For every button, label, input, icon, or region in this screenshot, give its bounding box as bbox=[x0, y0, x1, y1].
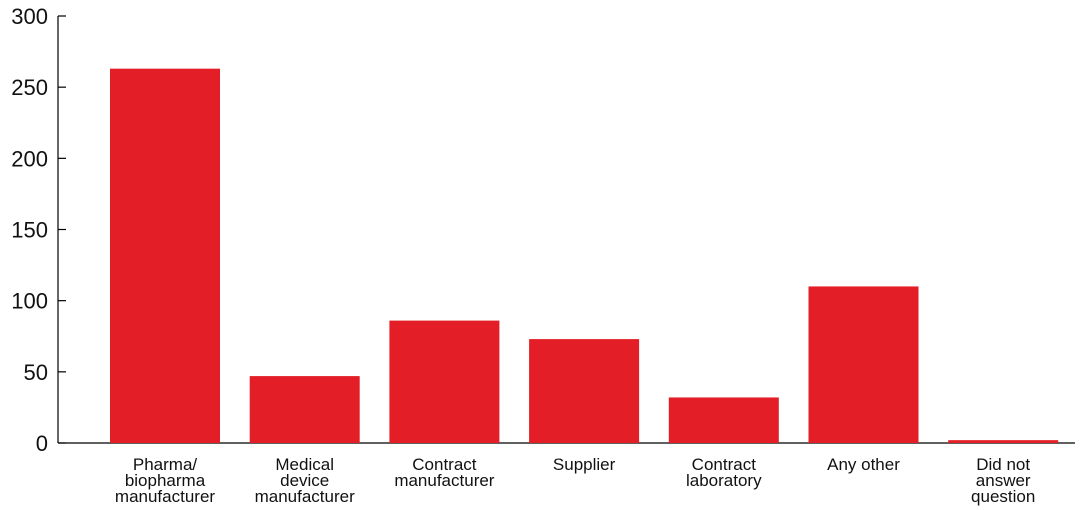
bar bbox=[389, 320, 500, 443]
x-tick-label-line: Medical bbox=[275, 455, 334, 474]
y-tick-label: 300 bbox=[11, 4, 48, 29]
y-axis: 0 50 100 150 200 250 300 bbox=[11, 4, 66, 456]
x-tick-label: Medical device manufacturer bbox=[255, 455, 355, 506]
x-tick-label: Contract manufacturer bbox=[394, 455, 494, 490]
bar bbox=[249, 376, 360, 443]
x-tick-label-line: manufacturer bbox=[394, 471, 494, 490]
bar bbox=[529, 339, 640, 443]
bar bbox=[110, 68, 220, 443]
x-tick-label-line: Any other bbox=[827, 455, 900, 474]
y-tick-label: 200 bbox=[11, 146, 48, 171]
x-tick-label-line: Pharma/ bbox=[133, 455, 198, 474]
x-tick-label-line: biopharma bbox=[125, 471, 206, 490]
x-tick-label-line: manufacturer bbox=[115, 487, 215, 506]
bars-group bbox=[110, 68, 1059, 443]
x-tick-label-line: Contract bbox=[412, 455, 477, 474]
x-tick-label-line: answer bbox=[976, 471, 1031, 490]
x-tick-label: Pharma/biopharma manufacturer bbox=[115, 455, 215, 506]
x-tick-label-line: laboratory bbox=[686, 471, 762, 490]
bar bbox=[808, 286, 919, 443]
y-tick-label: 50 bbox=[24, 360, 48, 385]
y-tick-label: 100 bbox=[11, 289, 48, 314]
x-tick-label-line: Did not bbox=[976, 455, 1030, 474]
x-tick-label-line: Contract bbox=[692, 455, 757, 474]
y-tick-label: 250 bbox=[11, 75, 48, 100]
x-tick-label-line: device bbox=[280, 471, 329, 490]
bar bbox=[668, 397, 779, 443]
x-tick-label-line: manufacturer bbox=[255, 487, 355, 506]
y-tick-label: 0 bbox=[36, 431, 48, 456]
x-tick-label: Any other bbox=[827, 455, 900, 474]
y-tick-label: 150 bbox=[11, 218, 48, 243]
x-tick-label: Did not answer question bbox=[971, 455, 1035, 506]
x-tick-label-line: Supplier bbox=[553, 455, 616, 474]
x-tick-label: Supplier bbox=[553, 455, 616, 474]
x-tick-label: Contract laboratory bbox=[686, 455, 762, 490]
bar bbox=[948, 440, 1059, 443]
x-tick-label-line: question bbox=[971, 487, 1035, 506]
